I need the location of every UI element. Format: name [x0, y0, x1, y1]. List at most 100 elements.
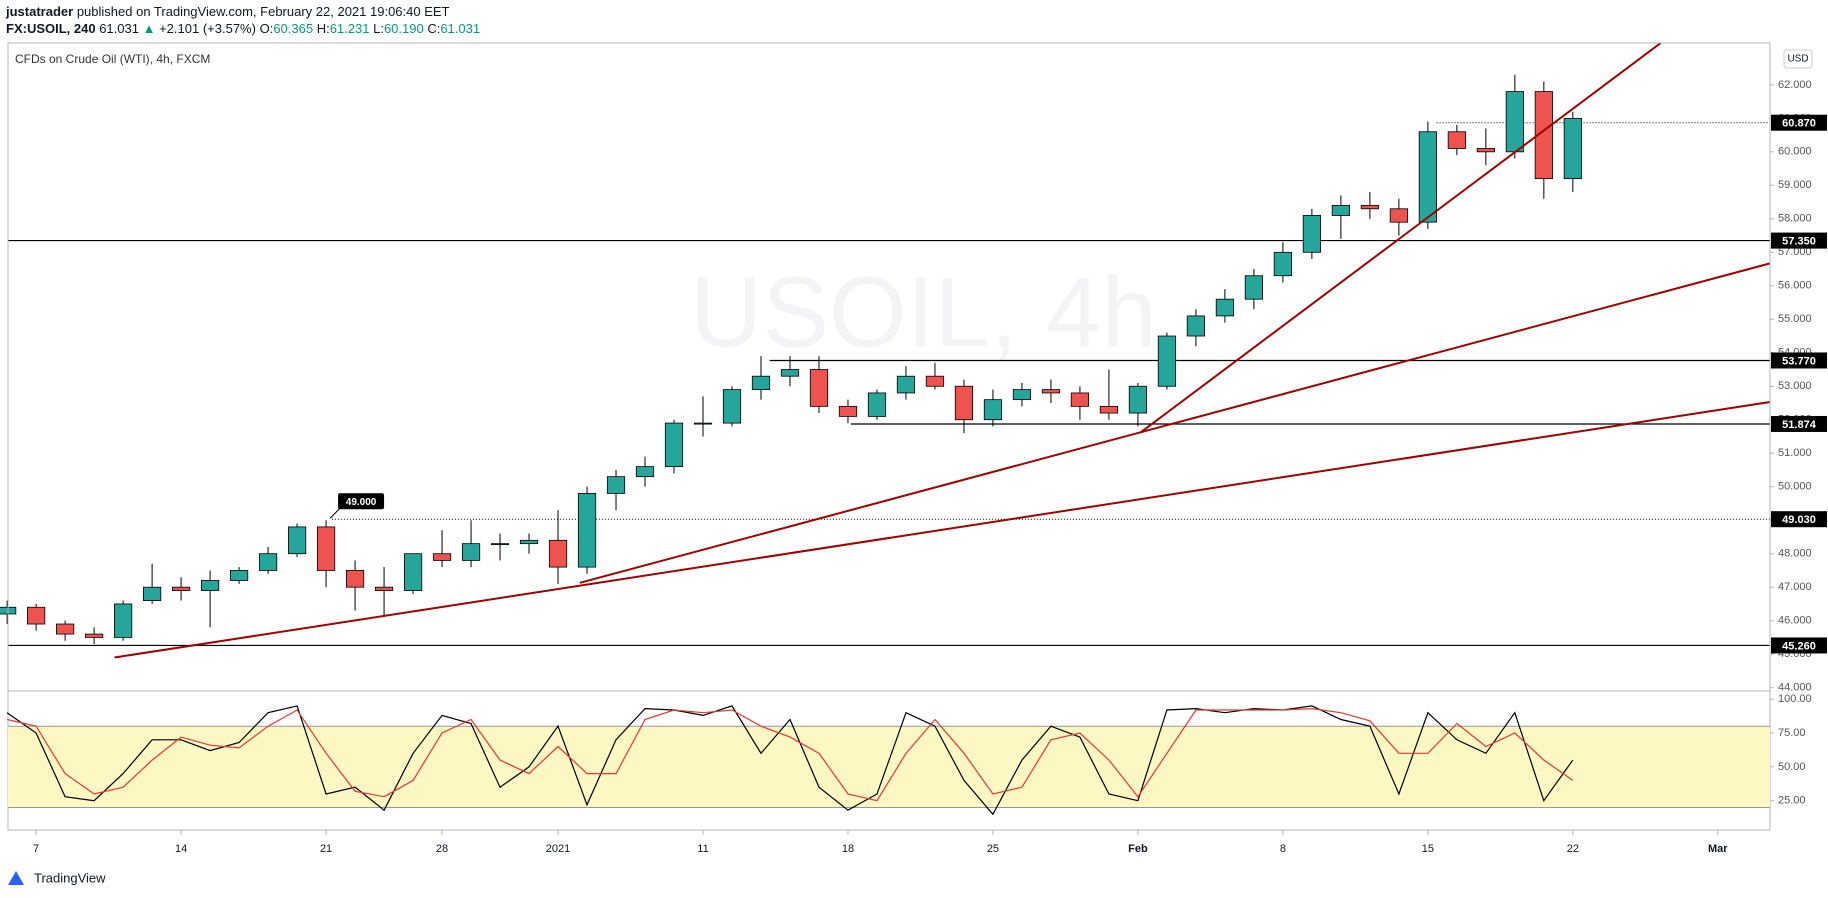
y-tick-label: 75.00 — [1778, 727, 1806, 739]
published: published on TradingView.com, February 2… — [76, 4, 450, 19]
symbol: FX:USOIL, 240 — [6, 21, 96, 36]
candle-body — [200, 580, 220, 591]
y-tick-label: 50.00 — [1778, 761, 1806, 773]
candle-body — [345, 570, 365, 588]
ohlc-value: 61.031 — [440, 21, 481, 36]
candle-body — [519, 539, 539, 545]
candle-body — [838, 405, 858, 417]
candle-body — [1389, 208, 1408, 223]
candle-body — [1244, 275, 1263, 300]
ohlc-value: 60.190 — [383, 21, 424, 36]
ohlc-label: H: — [316, 21, 330, 36]
y-tick-label: 48.000 — [1778, 548, 1812, 560]
candle-body — [143, 586, 162, 601]
trend-line — [114, 401, 1771, 659]
candle-body — [606, 476, 626, 494]
watermark: USOIL, 4h — [690, 256, 1157, 368]
pane-border — [7, 42, 1771, 831]
level-label-box — [1771, 637, 1827, 654]
candle-body — [751, 375, 771, 391]
y-tick-label: 53.000 — [1778, 380, 1812, 392]
candle-body — [56, 623, 75, 635]
stoch-line — [6, 705, 1574, 816]
y-tick-label: 55.000 — [1778, 313, 1812, 325]
candle-body — [1215, 298, 1235, 317]
candle-body — [1012, 389, 1032, 401]
x-tick-label: 7 — [33, 843, 39, 855]
x-tick-label: 11 — [697, 843, 708, 855]
candle-body — [461, 543, 481, 561]
candle-body — [432, 553, 452, 561]
candle-body — [983, 399, 1003, 421]
level-label-box — [1771, 232, 1827, 249]
candle-body — [1447, 131, 1466, 149]
candle-body — [809, 369, 829, 407]
candle-body — [635, 466, 655, 478]
last-price: 61.031 — [99, 21, 139, 36]
callout-label: 49.000 — [346, 497, 377, 508]
candle-body — [925, 375, 945, 387]
candle-body — [1534, 91, 1553, 180]
header-line: FX:USOIL, 240 61.031 ▲ +2.101 (+3.57%) O… — [6, 20, 480, 37]
y-tick-label: 25.00 — [1778, 795, 1806, 807]
logo — [8, 871, 24, 885]
candle-body — [867, 392, 887, 417]
candle-body — [316, 526, 336, 571]
candle-body — [1273, 251, 1292, 277]
unit: USD — [1787, 54, 1808, 65]
y-tick-label: 50.000 — [1778, 481, 1812, 493]
candle-body — [258, 553, 278, 571]
level-label-box — [1771, 415, 1827, 432]
y-tick-label: 44.000 — [1778, 682, 1812, 694]
candle-body — [229, 570, 249, 581]
level-label: 51.874 — [1782, 419, 1817, 431]
level-label: 53.770 — [1782, 355, 1816, 367]
level-label-box — [1771, 114, 1827, 131]
header: justatrader published on TradingView.com… — [6, 3, 480, 37]
x-tick-label: Feb — [1128, 843, 1148, 855]
x-tick-label: 22 — [1567, 843, 1579, 855]
header-line: justatrader published on TradingView.com… — [6, 3, 480, 20]
x-tick-label: 8 — [1280, 843, 1286, 855]
trend-line — [1139, 42, 1662, 434]
y-tick-label: 57.000 — [1778, 246, 1812, 258]
x-tick-label: Mar — [1708, 843, 1728, 855]
y-tick-label: 58.000 — [1778, 213, 1812, 225]
candle-body — [171, 586, 191, 591]
candle-body — [780, 369, 800, 377]
ohlc-label: O: — [259, 21, 274, 36]
callout-box — [338, 493, 385, 510]
candle-body — [287, 526, 307, 555]
candle-body — [896, 375, 916, 394]
candle-body — [1099, 405, 1119, 414]
candle-body — [1418, 131, 1437, 223]
author: justatrader — [6, 4, 74, 19]
level-label: 60.870 — [1782, 118, 1816, 130]
ohlc-label: C: — [427, 21, 441, 36]
change: +2.101 (+3.57%) — [159, 21, 256, 36]
y-tick-label: 100.00 — [1778, 693, 1812, 705]
x-tick-label: 25 — [987, 843, 999, 855]
level-label-box — [1771, 511, 1827, 528]
candle-body — [722, 389, 742, 424]
level-label: 57.350 — [1782, 235, 1816, 247]
x-tick-label: 14 — [175, 843, 187, 855]
level-label-box — [1771, 352, 1827, 369]
x-tick-label: 2021 — [546, 843, 570, 855]
candle-body — [1505, 91, 1524, 153]
candle-body — [1360, 205, 1379, 210]
candle-body — [114, 603, 133, 638]
candle-body — [1563, 117, 1582, 180]
y-tick-label: 47.000 — [1778, 581, 1812, 593]
y-tick-label: 60.000 — [1778, 146, 1812, 158]
candle-body — [27, 606, 46, 625]
band — [8, 726, 1770, 808]
candle-body — [374, 586, 394, 591]
y-tick-label: 56.000 — [1778, 280, 1812, 292]
x-tick-label: 21 — [320, 843, 332, 855]
candle-body — [1070, 392, 1090, 407]
trend-line — [579, 262, 1771, 584]
x-tick-label: 28 — [436, 843, 448, 855]
